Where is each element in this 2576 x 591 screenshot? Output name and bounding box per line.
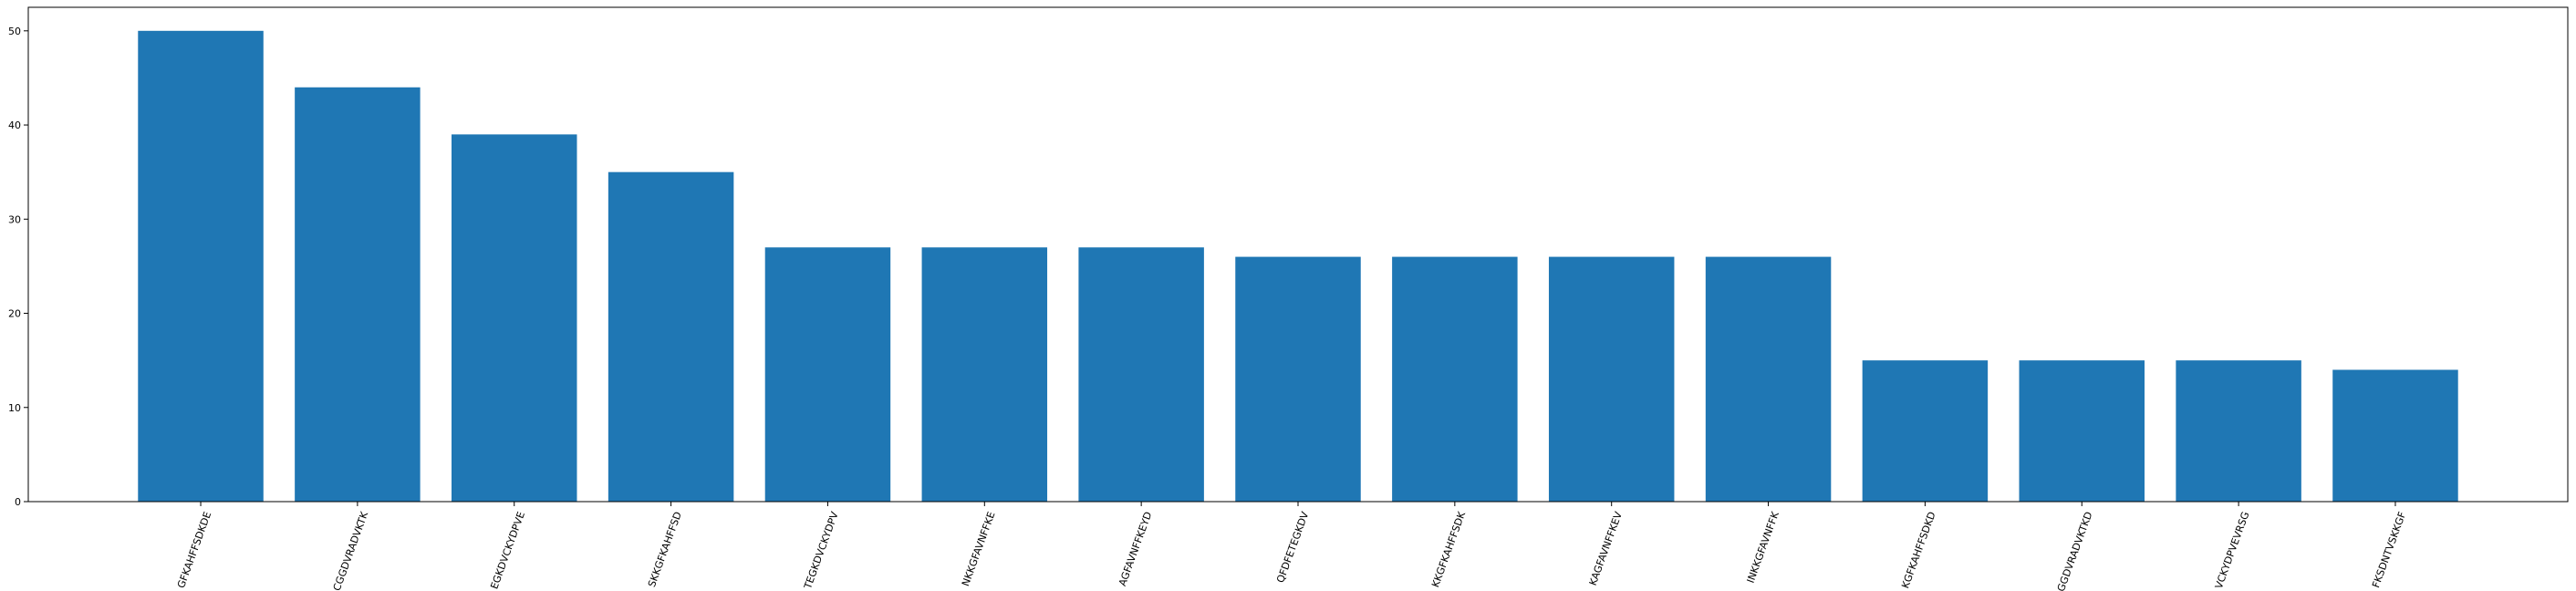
x-tick-label-6: AGFAVNFFKEYD	[1117, 510, 1155, 587]
x-tick-label-10: INKKGFAVNFFK	[1745, 510, 1782, 585]
x-tick-label-5: NKKGFAVNFFKE	[960, 510, 998, 587]
bar-3	[608, 171, 734, 502]
bar-11	[1862, 360, 1989, 502]
y-tick-label-4: 40	[8, 119, 21, 131]
bar-8	[1392, 256, 1518, 502]
x-tick-label-11: KGFKAHFFSDKD	[1899, 510, 1937, 590]
y-tick-label-2: 20	[8, 308, 21, 320]
bar-12	[2019, 360, 2145, 502]
bar-6	[1078, 247, 1204, 502]
y-tick-label-5: 50	[8, 26, 21, 37]
bar-13	[2176, 360, 2301, 502]
x-tick-label-8: KKGFKAHFFSDK	[1429, 510, 1468, 589]
bar-2	[452, 134, 577, 502]
bar-7	[1235, 256, 1361, 502]
bar-5	[921, 247, 1048, 502]
y-tick-label-0: 0	[15, 496, 21, 508]
x-tick-label-1: CGGDVRADVKTK	[331, 510, 371, 591]
bar-14	[2332, 369, 2458, 502]
bar-4	[764, 247, 891, 502]
x-tick-label-3: SKKGFKAHFFSD	[646, 510, 684, 588]
x-tick-label-7: QFDFETEGKDV	[1274, 510, 1311, 585]
x-tick-label-0: GFKAHFFSDKDE	[175, 510, 213, 589]
bars-layer	[138, 30, 2458, 503]
bar-10	[1705, 256, 1832, 502]
x-tick-label-9: KAGFAVNFFKEV	[1587, 510, 1625, 587]
x-axis: GFKAHFFSDKDE CGGDVRADVKTK EGKDVCKYDPVE SKKG…	[175, 502, 2408, 591]
bar-0	[138, 30, 264, 503]
x-tick-label-4: TEGKDVCKYDPV	[802, 510, 841, 591]
y-axis: 0 10 20 30 40 50	[8, 26, 28, 508]
x-tick-label-2: EGKDVCKYDPVE	[488, 510, 527, 590]
x-tick-label-12: GGDVRADVKTKD	[2055, 510, 2095, 591]
plot-frame	[27, 6, 2569, 503]
x-tick-label-14: FKSDNTVSKKGF	[2370, 510, 2408, 589]
x-tick-label-13: VCKYDPVEVRSG	[2213, 510, 2252, 590]
y-tick-label-1: 10	[8, 402, 21, 414]
bar-9	[1548, 256, 1675, 502]
y-tick-label-3: 30	[8, 213, 21, 225]
bar-1	[295, 87, 421, 502]
